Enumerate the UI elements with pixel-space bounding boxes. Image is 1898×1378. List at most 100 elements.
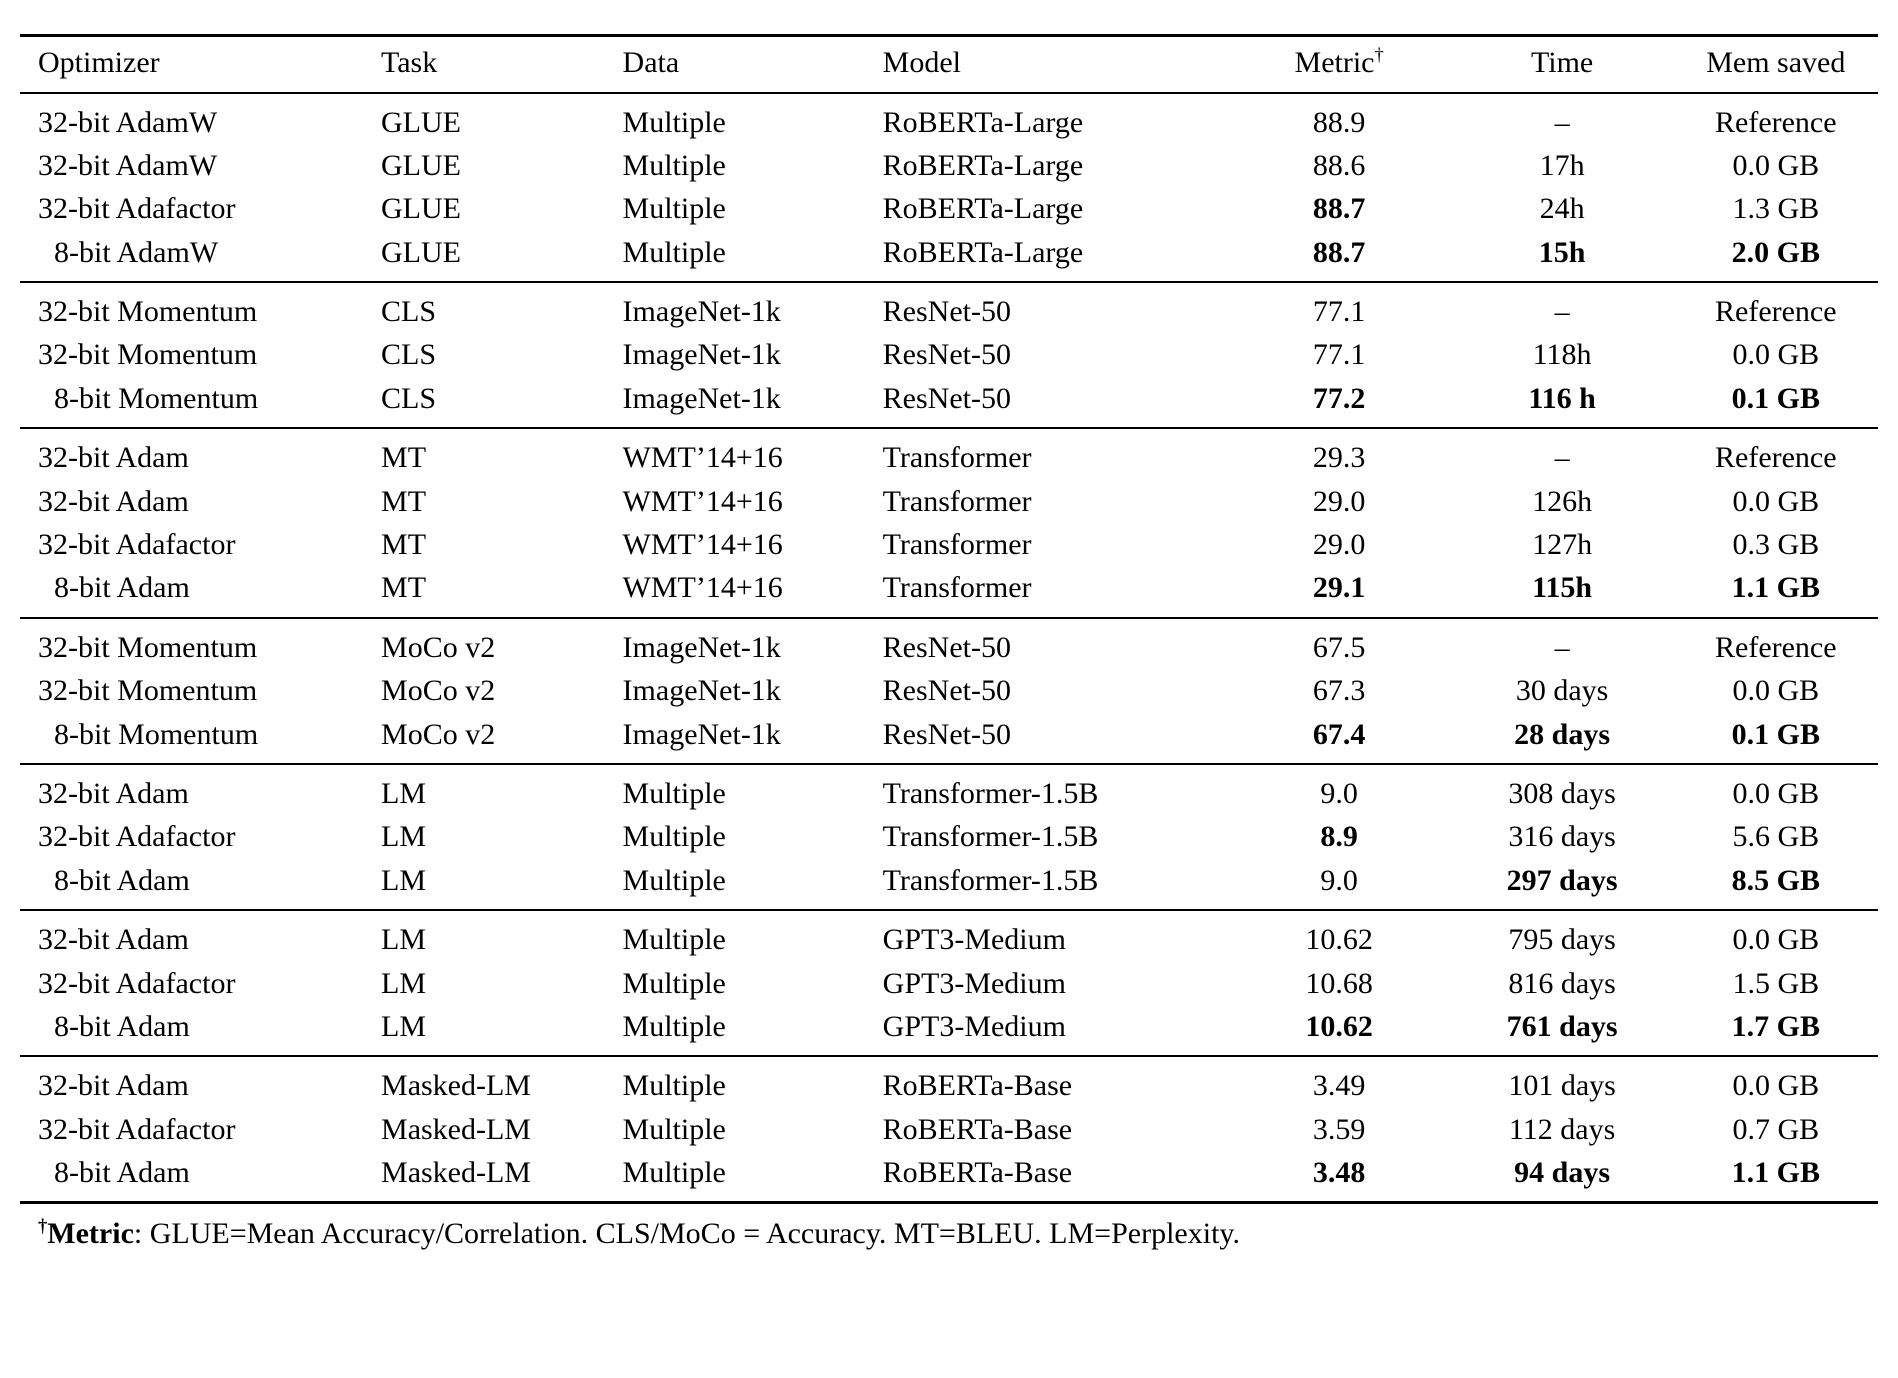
table-row: 8-bit Momentum CLS ImageNet-1k ResNet-50 77.… xyxy=(20,377,1878,428)
cell-mem-saved: Reference xyxy=(1715,105,1837,139)
cell-task: GLUE xyxy=(381,235,461,269)
cell-task: MoCo v2 xyxy=(381,674,496,708)
cell-mem-saved: 1.1 GB xyxy=(1731,1156,1820,1190)
cell-data: Multiple xyxy=(622,148,726,182)
cell-metric: 3.49 xyxy=(1312,1069,1366,1103)
table-group-glue: 32-bit AdamW GLUE Multiple RoBERTa-Large 88.… xyxy=(20,92,1878,283)
cell-mem-saved: Reference xyxy=(1715,295,1837,329)
cell-model: Transformer-1.5B xyxy=(882,820,1099,854)
header-row: Optimizer Task Data Model Metric† Time Mem sav… xyxy=(20,36,1878,93)
cell-metric: 67.3 xyxy=(1312,674,1366,708)
cell-model: ResNet-50 xyxy=(882,630,1011,664)
cell-model: Transformer xyxy=(882,484,1032,518)
cell-mem-saved: Reference xyxy=(1715,630,1837,664)
table-row: 32-bit AdamW GLUE Multiple RoBERTa-Large 88.… xyxy=(20,144,1878,187)
table-group-lm-gpt3-medium: 32-bit Adam LM Multiple GPT3-Medium 10.62 795… xyxy=(20,910,1878,1056)
cell-task: MT xyxy=(381,528,427,562)
cell-metric: 67.5 xyxy=(1312,630,1366,664)
cell-data: ImageNet-1k xyxy=(622,381,781,415)
table-group-lm-transformer-1-5b: 32-bit Adam LM Multiple Transformer-1.5B 9.0… xyxy=(20,763,1878,910)
cell-data: Multiple xyxy=(622,1069,726,1103)
footnote-metric-label: Metric xyxy=(47,1217,134,1251)
cell-mem-saved: 0.0 GB xyxy=(1732,674,1820,708)
cell-mem-saved: 0.0 GB xyxy=(1732,148,1820,182)
table-header: Optimizer Task Data Model Metric† Time Mem sav… xyxy=(20,36,1878,93)
cell-task: Masked-LM xyxy=(381,1156,531,1190)
cell-model: Transformer-1.5B xyxy=(882,776,1099,810)
cell-optimizer: 8-bit Adam xyxy=(54,571,190,605)
cell-data: Multiple xyxy=(622,1156,726,1190)
cell-time: – xyxy=(1554,441,1570,475)
cell-data: Multiple xyxy=(622,235,726,269)
table-row: 8-bit Adam Masked-LM Multiple RoBERTa-Base 3… xyxy=(20,1151,1878,1203)
cell-optimizer: 32-bit Adam xyxy=(38,923,189,957)
cell-time: 115h xyxy=(1532,571,1593,605)
cell-metric: 88.7 xyxy=(1312,192,1366,226)
cell-mem-saved: 0.1 GB xyxy=(1731,717,1820,751)
table-footnote: †Metric: GLUE=Mean Accuracy/Correlation.… xyxy=(20,1204,1878,1252)
cell-time: 126h xyxy=(1532,484,1593,518)
cell-time: – xyxy=(1554,105,1570,139)
cell-time: 94 days xyxy=(1514,1156,1611,1190)
cell-task: Masked-LM xyxy=(381,1112,531,1146)
cell-mem-saved: 0.0 GB xyxy=(1732,1069,1820,1103)
cell-time: 118h xyxy=(1532,338,1592,372)
cell-metric: 29.0 xyxy=(1312,484,1366,518)
cell-metric: 9.0 xyxy=(1320,863,1358,897)
cell-data: WMT’14+16 xyxy=(622,571,783,605)
cell-time: 17h xyxy=(1539,148,1585,182)
cell-task: MT xyxy=(381,484,427,518)
table-row: 32-bit Momentum MoCo v2 ImageNet-1k ResNet-… xyxy=(20,669,1878,712)
cell-model: ResNet-50 xyxy=(882,674,1011,708)
cell-model: ResNet-50 xyxy=(882,295,1011,329)
table-row: 32-bit Momentum MoCo v2 ImageNet-1k ResNet-… xyxy=(20,618,1878,669)
cell-metric: 9.0 xyxy=(1320,776,1358,810)
cell-task: GLUE xyxy=(381,105,461,139)
cell-mem-saved: 0.0 GB xyxy=(1732,338,1820,372)
cell-task: CLS xyxy=(381,338,437,372)
cell-metric: 3.48 xyxy=(1312,1156,1366,1190)
cell-task: LM xyxy=(381,966,427,1000)
cell-metric: 77.1 xyxy=(1312,338,1366,372)
cell-optimizer: 32-bit Momentum xyxy=(38,295,258,329)
table-group-moco-v2: 32-bit Momentum MoCo v2 ImageNet-1k ResNet-… xyxy=(20,617,1878,764)
cell-optimizer: 8-bit Momentum xyxy=(54,381,259,415)
cell-model: RoBERTa-Large xyxy=(882,235,1084,269)
cell-mem-saved: 1.3 GB xyxy=(1732,192,1820,226)
dagger-icon: † xyxy=(1374,45,1384,66)
cell-metric: 77.2 xyxy=(1312,381,1366,415)
cell-optimizer: 32-bit AdamW xyxy=(38,148,218,182)
table-row: 32-bit Adam LM Multiple Transformer-1.5B 9.0… xyxy=(20,764,1878,815)
table-row: 32-bit Adafactor GLUE Multiple RoBERTa-Larg… xyxy=(20,187,1878,230)
table-row: 32-bit Adam MT WMT’14+16 Transformer 29.0 126… xyxy=(20,480,1878,523)
column-header-optimizer: Optimizer xyxy=(38,46,160,79)
cell-task: LM xyxy=(381,923,427,957)
cell-optimizer: 32-bit Adafactor xyxy=(38,1112,236,1146)
cell-mem-saved: 5.6 GB xyxy=(1732,820,1820,854)
cell-optimizer: 8-bit Adam xyxy=(54,1156,190,1190)
cell-mem-saved: 0.1 GB xyxy=(1731,381,1820,415)
cell-metric: 29.0 xyxy=(1312,528,1366,562)
cell-model: Transformer xyxy=(882,441,1032,475)
cell-time: – xyxy=(1554,630,1570,664)
cell-data: ImageNet-1k xyxy=(622,295,781,329)
cell-task: CLS xyxy=(381,381,437,415)
cell-model: GPT3-Medium xyxy=(882,923,1066,957)
cell-mem-saved: 2.0 GB xyxy=(1731,235,1820,269)
cell-task: MT xyxy=(381,441,427,475)
cell-optimizer: 32-bit Adam xyxy=(38,776,189,810)
cell-mem-saved: 0.7 GB xyxy=(1732,1112,1820,1146)
cell-optimizer: 32-bit Adam xyxy=(38,1069,189,1103)
cell-metric: 88.6 xyxy=(1312,148,1366,182)
cell-optimizer: 8-bit Adam xyxy=(54,1009,190,1043)
cell-optimizer: 32-bit Adam xyxy=(38,441,189,475)
table-row: 8-bit Adam MT WMT’14+16 Transformer 29.1 115h… xyxy=(20,566,1878,617)
cell-mem-saved: 8.5 GB xyxy=(1731,863,1820,897)
cell-data: WMT’14+16 xyxy=(622,528,783,562)
cell-time: 28 days xyxy=(1514,717,1611,751)
cell-mem-saved: Reference xyxy=(1715,441,1837,475)
table-row: 32-bit Adam Masked-LM Multiple RoBERTa-Base… xyxy=(20,1056,1878,1107)
table-row: 32-bit Adam LM Multiple GPT3-Medium 10.62 795… xyxy=(20,910,1878,961)
table-row: 32-bit Momentum CLS ImageNet-1k ResNet-50 77… xyxy=(20,282,1878,333)
